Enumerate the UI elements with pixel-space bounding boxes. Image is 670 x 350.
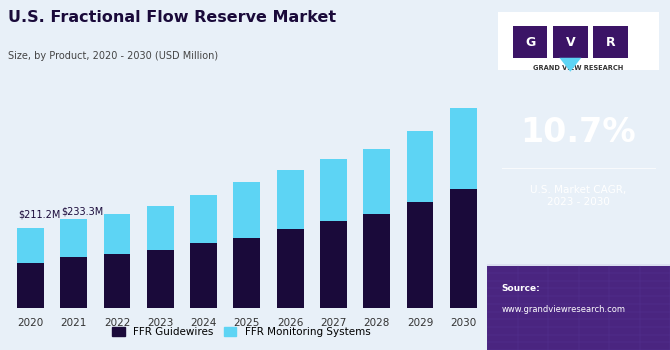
Bar <box>17 228 44 263</box>
Bar <box>233 182 261 238</box>
Bar <box>407 202 433 308</box>
Polygon shape <box>559 58 582 72</box>
Text: G: G <box>525 35 535 49</box>
Bar <box>233 238 261 308</box>
FancyBboxPatch shape <box>498 12 659 70</box>
Text: 10.7%: 10.7% <box>521 117 636 149</box>
Bar <box>17 263 44 308</box>
Text: R: R <box>606 35 615 49</box>
Bar <box>363 149 390 214</box>
FancyBboxPatch shape <box>513 26 547 58</box>
Bar <box>363 214 390 308</box>
Text: GRAND VIEW RESEARCH: GRAND VIEW RESEARCH <box>533 65 624 71</box>
Bar <box>277 170 304 229</box>
Bar <box>450 108 476 189</box>
Bar <box>147 250 174 308</box>
Text: $211.2M: $211.2M <box>18 209 61 219</box>
Text: $233.3M: $233.3M <box>62 206 104 216</box>
Bar <box>190 243 217 308</box>
Legend: FFR Guidewires, FFR Monitoring Systems: FFR Guidewires, FFR Monitoring Systems <box>108 323 375 341</box>
Bar <box>60 258 87 308</box>
FancyBboxPatch shape <box>553 26 588 58</box>
Text: Source:: Source: <box>502 284 541 293</box>
Text: V: V <box>565 35 575 49</box>
Bar <box>190 195 217 243</box>
Bar <box>104 214 131 254</box>
Bar <box>320 221 347 308</box>
Text: U.S. Market CAGR,
2023 - 2030: U.S. Market CAGR, 2023 - 2030 <box>531 185 626 207</box>
Bar <box>407 131 433 202</box>
Bar <box>320 159 347 221</box>
Bar <box>60 219 87 258</box>
Bar <box>147 206 174 250</box>
FancyBboxPatch shape <box>593 26 628 58</box>
Text: Size, by Product, 2020 - 2030 (USD Million): Size, by Product, 2020 - 2030 (USD Milli… <box>8 51 218 61</box>
Bar <box>450 189 476 308</box>
Bar <box>104 254 131 308</box>
Bar <box>277 229 304 308</box>
Text: www.grandviewresearch.com: www.grandviewresearch.com <box>502 305 626 314</box>
FancyBboxPatch shape <box>487 266 670 350</box>
Text: U.S. Fractional Flow Reserve Market: U.S. Fractional Flow Reserve Market <box>8 10 336 26</box>
